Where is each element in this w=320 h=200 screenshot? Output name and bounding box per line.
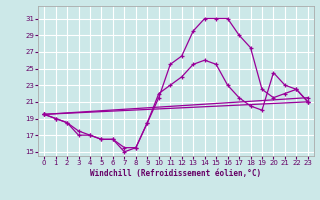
- X-axis label: Windchill (Refroidissement éolien,°C): Windchill (Refroidissement éolien,°C): [91, 169, 261, 178]
